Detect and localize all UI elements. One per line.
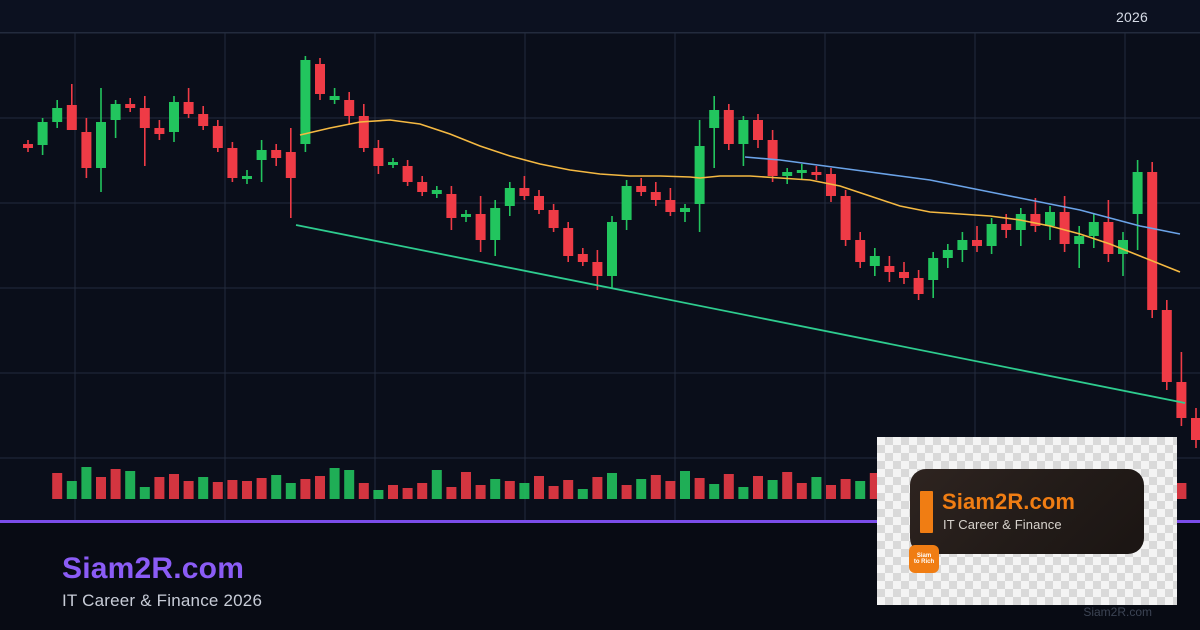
year-label: 2026 <box>1116 9 1148 25</box>
candlestick-series <box>23 56 1200 448</box>
logo-bar-icon <box>920 491 933 533</box>
candlestick-chart-plot <box>0 33 1200 520</box>
logo-tagline: IT Career & Finance <box>943 517 1062 532</box>
chart-svg <box>0 33 1200 520</box>
badge-line-2: to Rich <box>913 559 935 565</box>
watermark-text: Siam2R.com <box>1083 605 1152 619</box>
brand-title: Siam2R.com <box>62 552 245 585</box>
brand-subtitle: IT Career & Finance 2026 <box>62 591 263 610</box>
moving-average-lines <box>299 119 1181 273</box>
logo-plate <box>910 469 1144 554</box>
trendline <box>295 224 1186 404</box>
logo-brand-name: Siam2R.com <box>942 489 1076 514</box>
badge-line-1: Siam <box>916 552 932 559</box>
chart-header-strip: 2026 <box>0 0 1200 33</box>
siam-to-rich-badge: Siam to Rich <box>909 545 939 573</box>
logo-card-overlay: Siam2R.com IT Career & Finance Siam to R… <box>877 437 1177 605</box>
